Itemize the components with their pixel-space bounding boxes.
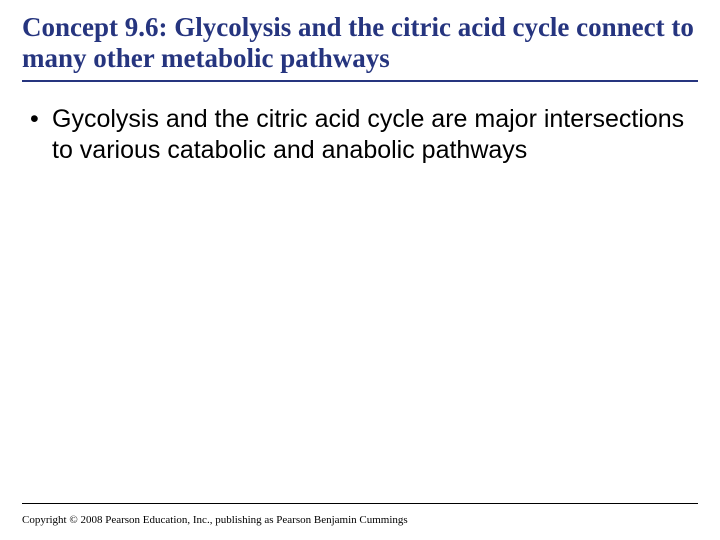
- bullet-text: Gycolysis and the citric acid cycle are …: [52, 104, 698, 167]
- slide-body: • Gycolysis and the citric acid cycle ar…: [22, 82, 698, 167]
- bullet-item: • Gycolysis and the citric acid cycle ar…: [30, 104, 698, 167]
- slide: Concept 9.6: Glycolysis and the citric a…: [0, 0, 720, 540]
- bullet-marker: •: [30, 104, 52, 135]
- slide-title: Concept 9.6: Glycolysis and the citric a…: [22, 12, 698, 80]
- copyright-text: Copyright © 2008 Pearson Education, Inc.…: [22, 514, 408, 526]
- footer-divider: [22, 503, 698, 504]
